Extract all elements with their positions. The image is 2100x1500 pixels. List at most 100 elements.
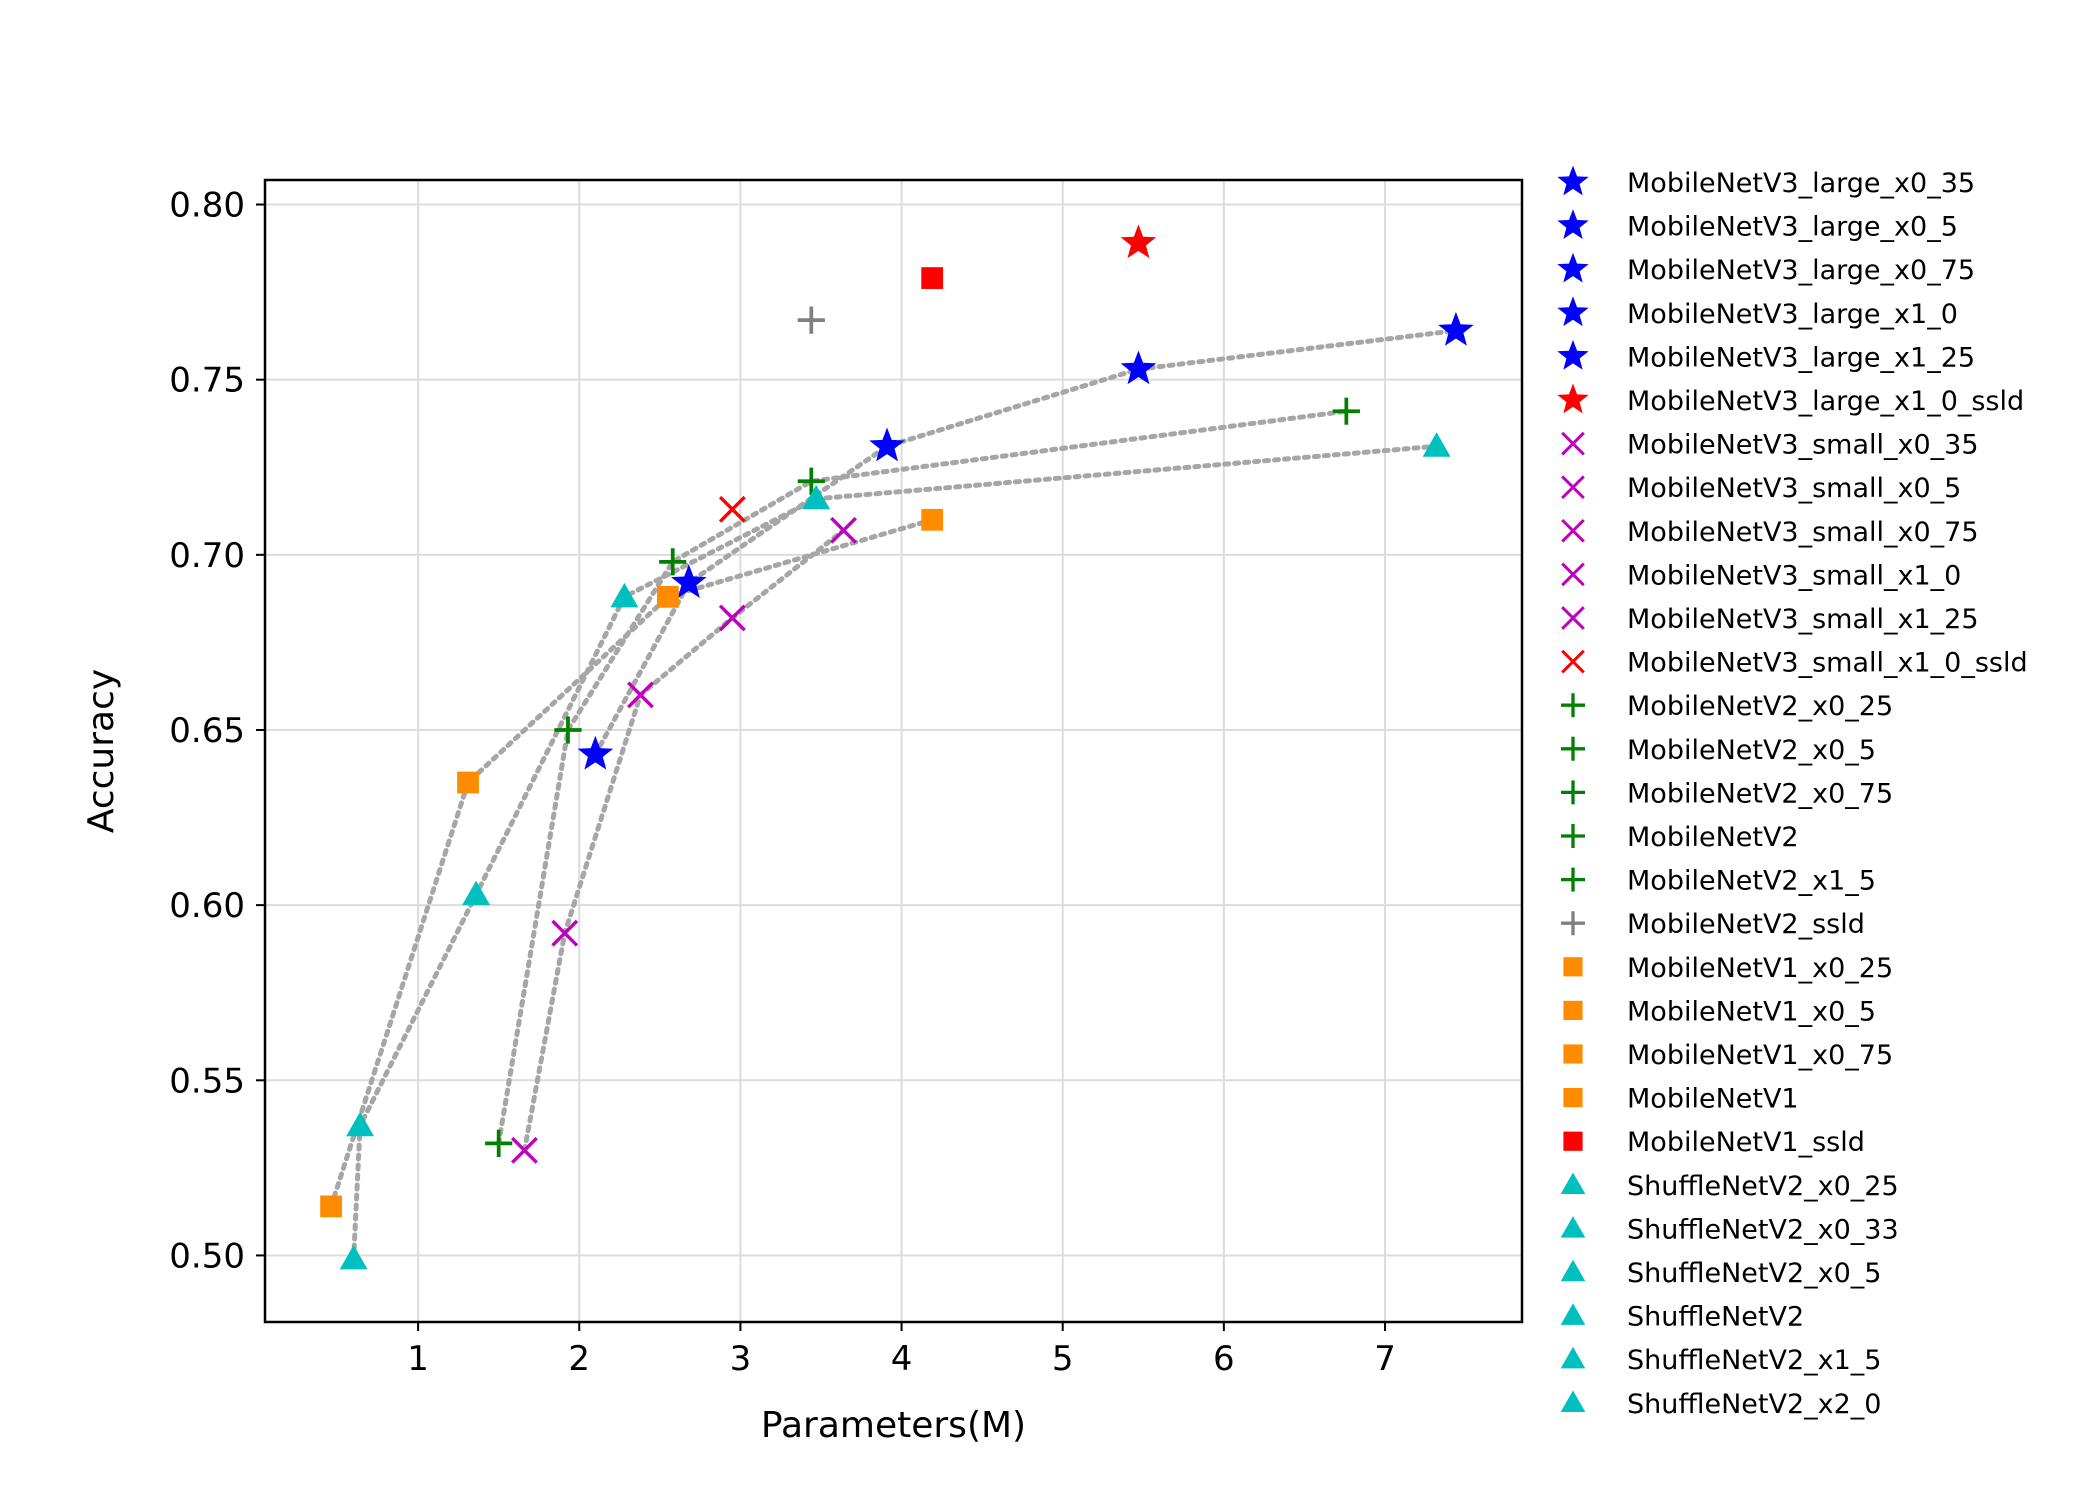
data-point — [797, 306, 825, 334]
data-point — [551, 919, 579, 947]
legend-item: MobileNetV3_large_x1_25 — [1557, 339, 1975, 373]
x-tick-label: 2 — [568, 1339, 590, 1379]
data-point — [1332, 397, 1360, 425]
x-tick-label: 1 — [407, 1339, 429, 1379]
x-tick-label: 5 — [1052, 1339, 1074, 1379]
legend-label: MobileNetV1_ssld — [1627, 1127, 1865, 1158]
y-tick-label: 0.80 — [169, 186, 245, 226]
legend-label: MobileNetV3_large_x0_5 — [1627, 212, 1958, 243]
legend-marker — [1563, 1044, 1583, 1064]
legend-item: ShuffleNetV2_x2_0 — [1560, 1389, 1881, 1420]
connector-line — [592, 328, 1459, 758]
plot-frame — [263, 178, 1524, 1324]
x-tick-label: 6 — [1213, 1339, 1235, 1379]
data-point — [627, 681, 654, 709]
legend-label: ShuffleNetV2_x0_33 — [1627, 1214, 1899, 1245]
data-point — [1120, 224, 1157, 259]
data-point — [671, 564, 707, 598]
legend-marker — [1561, 562, 1585, 587]
legend-marker — [1561, 518, 1585, 543]
data-point — [554, 716, 582, 744]
legend-marker — [1563, 1131, 1583, 1151]
legend-label: ShuffleNetV2_x0_25 — [1627, 1171, 1899, 1202]
legend-item: MobileNetV2_x1_5 — [1561, 866, 1876, 897]
grid — [265, 180, 1522, 1322]
connector-line — [496, 408, 1349, 1146]
legend-marker — [1563, 1088, 1583, 1108]
legend-marker — [1561, 475, 1585, 500]
legend-marker — [1561, 780, 1585, 805]
legend-marker — [1557, 383, 1589, 414]
legend-marker — [1561, 649, 1585, 674]
data-point — [577, 735, 614, 770]
data-point — [1438, 311, 1474, 346]
legend-item: ShuffleNetV2_x1_5 — [1560, 1345, 1881, 1376]
legend-item: MobileNetV1 — [1563, 1084, 1799, 1115]
legend-marker — [1557, 165, 1589, 196]
legend-label: MobileNetV3_small_x1_25 — [1627, 604, 1979, 635]
legend-item: MobileNetV2_x0_25 — [1561, 691, 1893, 722]
legend-label: MobileNetV3_large_x0_35 — [1627, 168, 1975, 199]
legend-item: MobileNetV1_x0_5 — [1563, 996, 1876, 1027]
connector-line — [328, 517, 935, 1209]
legend-label: MobileNetV2_x0_75 — [1627, 778, 1893, 809]
legend-marker — [1560, 1172, 1586, 1195]
connector-line — [351, 443, 1440, 1262]
data-point — [511, 1136, 538, 1164]
legend-label: MobileNetV1_x0_25 — [1627, 953, 1893, 984]
data-point — [485, 1129, 513, 1157]
legend-item: ShuffleNetV2_x0_5 — [1560, 1258, 1881, 1289]
legend-marker — [1563, 957, 1583, 977]
data-point — [346, 1111, 375, 1137]
data-point — [921, 508, 944, 531]
legend-marker — [1561, 606, 1585, 630]
legend-marker — [1560, 1216, 1586, 1238]
y-tick-label: 0.55 — [169, 1061, 245, 1101]
legend-item: MobileNetV3_small_x1_25 — [1561, 604, 1979, 635]
legend-marker — [1557, 252, 1589, 283]
x-tick-label: 3 — [730, 1339, 752, 1379]
legend-label: MobileNetV3_small_x1_0 — [1627, 560, 1961, 591]
legend-label: MobileNetV1_x0_5 — [1627, 996, 1876, 1027]
legend-marker — [1561, 736, 1585, 761]
legend-label: MobileNetV3_large_x1_0 — [1627, 299, 1958, 330]
connector-line — [521, 527, 847, 1153]
legend-marker — [1560, 1346, 1586, 1369]
legend-label: MobileNetV1_x0_75 — [1627, 1040, 1893, 1071]
data-point — [610, 582, 639, 608]
legend-item: ShuffleNetV2 — [1560, 1302, 1804, 1333]
legend-label: MobileNetV3_large_x0_75 — [1627, 255, 1975, 286]
legend-label: MobileNetV2_x0_5 — [1627, 735, 1876, 766]
legend-item: MobileNetV1_x0_25 — [1563, 953, 1893, 984]
legend-marker — [1557, 296, 1589, 327]
data-point — [869, 427, 905, 462]
legend-item: MobileNetV2_x0_5 — [1561, 735, 1876, 766]
legend-marker — [1557, 339, 1589, 370]
data-point — [457, 771, 479, 794]
x-axis-title: Parameters(M) — [761, 1405, 1026, 1446]
legend-item: MobileNetV3_large_x0_5 — [1557, 209, 1958, 243]
data-point — [718, 604, 746, 632]
legend-marker — [1563, 1000, 1583, 1020]
legend-item: MobileNetV1_ssld — [1563, 1127, 1865, 1158]
data-point — [718, 495, 746, 523]
legend-item: MobileNetV3_large_x1_0_ssld — [1557, 383, 2024, 417]
data-point — [1120, 350, 1157, 385]
legend-marker — [1561, 431, 1585, 456]
data-point — [320, 1195, 342, 1218]
data-point — [657, 585, 679, 608]
legend-marker — [1561, 693, 1585, 718]
legend-item: MobileNetV3_small_x0_5 — [1561, 473, 1961, 504]
legend-item: MobileNetV1_x0_75 — [1563, 1040, 1893, 1071]
connector-lines — [328, 328, 1459, 1262]
data-point — [797, 467, 825, 495]
legend-marker — [1560, 1303, 1586, 1325]
legend-label: MobileNetV3_large_x1_0_ssld — [1627, 386, 2024, 417]
legend-label: MobileNetV2 — [1627, 822, 1799, 853]
data-point — [659, 548, 687, 576]
legend-item: MobileNetV3_large_x1_0 — [1557, 296, 1958, 330]
y-tick-label: 0.65 — [169, 711, 245, 751]
data-point — [802, 484, 831, 510]
legend-item: MobileNetV2_x0_75 — [1561, 778, 1893, 809]
